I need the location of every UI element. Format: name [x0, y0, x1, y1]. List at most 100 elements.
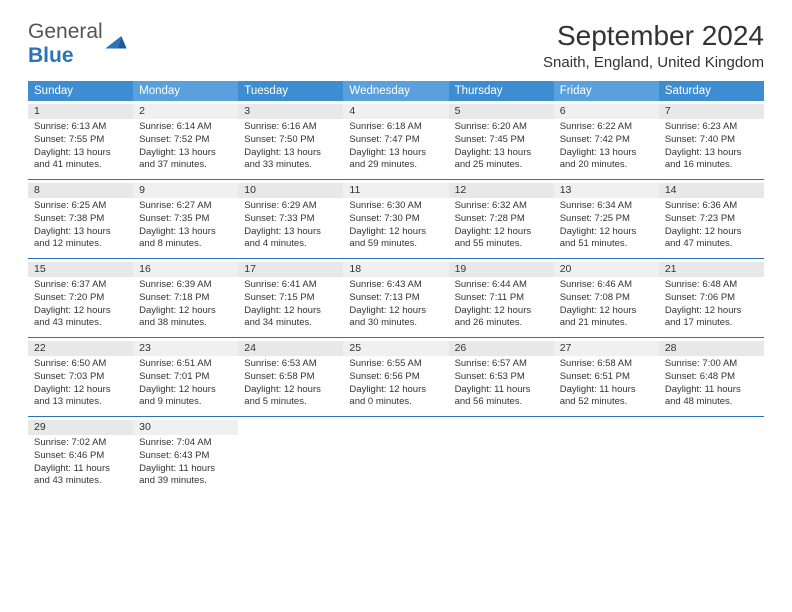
daylight: Daylight: 13 hours and 20 minutes. [560, 147, 653, 173]
daylight: Daylight: 12 hours and 9 minutes. [139, 384, 232, 410]
sunrise: Sunrise: 6:37 AM [34, 279, 127, 292]
day-cell: 9Sunrise: 6:27 AMSunset: 7:35 PMDaylight… [133, 180, 238, 258]
sunset: Sunset: 7:01 PM [139, 371, 232, 384]
day-cell: 2Sunrise: 6:14 AMSunset: 7:52 PMDaylight… [133, 101, 238, 179]
logo-text-2: Blue [28, 44, 74, 67]
day-num-row: 14 [659, 183, 764, 198]
sunrise: Sunrise: 6:34 AM [560, 200, 653, 213]
sunset: Sunset: 7:03 PM [34, 371, 127, 384]
day-cell: 4Sunrise: 6:18 AMSunset: 7:47 PMDaylight… [343, 101, 448, 179]
sunrise: Sunrise: 6:51 AM [139, 358, 232, 371]
day-number: 29 [34, 420, 46, 434]
day-number: 13 [560, 183, 572, 197]
sunset: Sunset: 6:48 PM [665, 371, 758, 384]
day-num-row: 19 [449, 262, 554, 277]
daylight: Daylight: 12 hours and 5 minutes. [244, 384, 337, 410]
day-cell [343, 417, 448, 495]
day-number: 15 [34, 262, 46, 276]
sunrise: Sunrise: 6:41 AM [244, 279, 337, 292]
month-title: September 2024 [543, 20, 764, 52]
day-cell: 20Sunrise: 6:46 AMSunset: 7:08 PMDayligh… [554, 259, 659, 337]
day-number: 4 [349, 104, 355, 118]
day-cell: 23Sunrise: 6:51 AMSunset: 7:01 PMDayligh… [133, 338, 238, 416]
daylight: Daylight: 12 hours and 13 minutes. [34, 384, 127, 410]
day-number: 16 [139, 262, 151, 276]
sunset: Sunset: 7:50 PM [244, 134, 337, 147]
sunrise: Sunrise: 6:30 AM [349, 200, 442, 213]
title-block: September 2024 Snaith, England, United K… [543, 20, 764, 71]
sunset: Sunset: 7:06 PM [665, 292, 758, 305]
daylight: Daylight: 13 hours and 12 minutes. [34, 226, 127, 252]
sunrise: Sunrise: 6:55 AM [349, 358, 442, 371]
day-header-thursday: Thursday [449, 81, 554, 101]
daylight: Daylight: 13 hours and 33 minutes. [244, 147, 337, 173]
day-num-row: 22 [28, 341, 133, 356]
sunset: Sunset: 6:53 PM [455, 371, 548, 384]
day-num-row: 30 [133, 420, 238, 435]
day-number: 3 [244, 104, 250, 118]
day-cell: 21Sunrise: 6:48 AMSunset: 7:06 PMDayligh… [659, 259, 764, 337]
day-cell: 17Sunrise: 6:41 AMSunset: 7:15 PMDayligh… [238, 259, 343, 337]
sunset: Sunset: 7:08 PM [560, 292, 653, 305]
daylight: Daylight: 11 hours and 39 minutes. [139, 463, 232, 489]
day-num-row: 6 [554, 104, 659, 119]
daylight: Daylight: 13 hours and 16 minutes. [665, 147, 758, 173]
header: General Blue September 2024 Snaith, Engl… [28, 20, 764, 71]
day-number: 12 [455, 183, 467, 197]
day-cell: 13Sunrise: 6:34 AMSunset: 7:25 PMDayligh… [554, 180, 659, 258]
sunrise: Sunrise: 6:57 AM [455, 358, 548, 371]
day-cell: 11Sunrise: 6:30 AMSunset: 7:30 PMDayligh… [343, 180, 448, 258]
day-cell [659, 417, 764, 495]
week-row: 1Sunrise: 6:13 AMSunset: 7:55 PMDaylight… [28, 101, 764, 179]
day-cell: 28Sunrise: 7:00 AMSunset: 6:48 PMDayligh… [659, 338, 764, 416]
day-number: 30 [139, 420, 151, 434]
sunset: Sunset: 7:47 PM [349, 134, 442, 147]
sunset: Sunset: 7:38 PM [34, 213, 127, 226]
day-cell: 26Sunrise: 6:57 AMSunset: 6:53 PMDayligh… [449, 338, 554, 416]
sunset: Sunset: 7:35 PM [139, 213, 232, 226]
location: Snaith, England, United Kingdom [543, 54, 764, 71]
day-cell: 7Sunrise: 6:23 AMSunset: 7:40 PMDaylight… [659, 101, 764, 179]
day-num-row: 8 [28, 183, 133, 198]
week-row: 8Sunrise: 6:25 AMSunset: 7:38 PMDaylight… [28, 179, 764, 258]
daylight: Daylight: 11 hours and 48 minutes. [665, 384, 758, 410]
sunrise: Sunrise: 6:20 AM [455, 121, 548, 134]
day-number: 20 [560, 262, 572, 276]
day-number: 24 [244, 341, 256, 355]
daylight: Daylight: 13 hours and 4 minutes. [244, 226, 337, 252]
daylight: Daylight: 13 hours and 8 minutes. [139, 226, 232, 252]
logo-text-1: General [28, 20, 103, 43]
day-number: 18 [349, 262, 361, 276]
day-num-row: 2 [133, 104, 238, 119]
day-cell: 16Sunrise: 6:39 AMSunset: 7:18 PMDayligh… [133, 259, 238, 337]
daylight: Daylight: 13 hours and 41 minutes. [34, 147, 127, 173]
day-number: 14 [665, 183, 677, 197]
day-number: 21 [665, 262, 677, 276]
day-num-row: 10 [238, 183, 343, 198]
sunrise: Sunrise: 6:44 AM [455, 279, 548, 292]
day-num-row: 15 [28, 262, 133, 277]
daylight: Daylight: 12 hours and 55 minutes. [455, 226, 548, 252]
day-number: 7 [665, 104, 671, 118]
day-number: 25 [349, 341, 361, 355]
day-header-wednesday: Wednesday [343, 81, 448, 101]
day-num-row: 5 [449, 104, 554, 119]
day-num-row: 27 [554, 341, 659, 356]
day-cell: 10Sunrise: 6:29 AMSunset: 7:33 PMDayligh… [238, 180, 343, 258]
sunrise: Sunrise: 6:13 AM [34, 121, 127, 134]
sunrise: Sunrise: 6:58 AM [560, 358, 653, 371]
day-cell: 8Sunrise: 6:25 AMSunset: 7:38 PMDaylight… [28, 180, 133, 258]
day-number: 27 [560, 341, 572, 355]
day-number: 19 [455, 262, 467, 276]
day-num-row: 29 [28, 420, 133, 435]
sunrise: Sunrise: 6:32 AM [455, 200, 548, 213]
sunset: Sunset: 7:28 PM [455, 213, 548, 226]
day-cell: 25Sunrise: 6:55 AMSunset: 6:56 PMDayligh… [343, 338, 448, 416]
day-number: 28 [665, 341, 677, 355]
day-num-row: 25 [343, 341, 448, 356]
day-cell: 5Sunrise: 6:20 AMSunset: 7:45 PMDaylight… [449, 101, 554, 179]
day-num-row: 18 [343, 262, 448, 277]
day-num-row: 21 [659, 262, 764, 277]
day-number: 2 [139, 104, 145, 118]
sunset: Sunset: 7:45 PM [455, 134, 548, 147]
